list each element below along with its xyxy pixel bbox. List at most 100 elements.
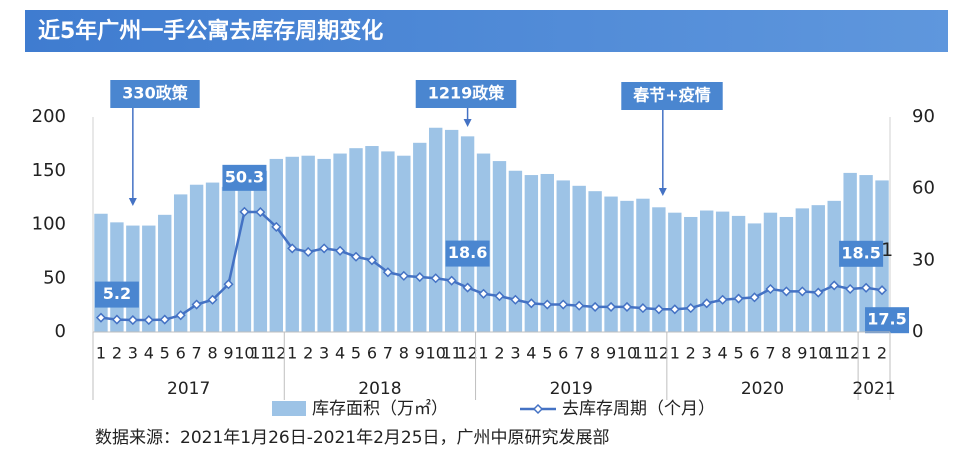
marker xyxy=(669,304,680,315)
bar xyxy=(333,153,347,332)
x-tick-label: 12 xyxy=(266,344,286,363)
source: 数据来源：2021年1月26日-2021年2月25日，广州中原研究发展部 xyxy=(95,428,610,448)
arrow-head xyxy=(463,119,472,127)
annotation-box xyxy=(621,82,723,110)
bar xyxy=(540,173,554,332)
x-tick-label: 6 xyxy=(558,344,568,363)
x-tick-label: 4 xyxy=(526,344,536,363)
arrow-head xyxy=(128,198,137,206)
marker xyxy=(159,314,170,325)
marker xyxy=(414,271,425,283)
year-label: 2021 xyxy=(852,379,895,399)
x-tick-label: 2 xyxy=(877,344,887,363)
bar xyxy=(460,136,475,332)
x-tick-label: 10 xyxy=(808,344,828,363)
marker xyxy=(127,314,138,326)
marker xyxy=(430,273,441,284)
x-tick-label: 11 xyxy=(824,344,844,363)
x-tick-label: 1 xyxy=(861,344,871,363)
marker xyxy=(111,314,122,325)
bar xyxy=(253,170,268,332)
x-tick-label: 12 xyxy=(649,344,669,363)
x-tick-label: 9 xyxy=(223,344,233,363)
bar xyxy=(349,148,363,332)
marker xyxy=(462,282,473,293)
x-tick-label: 8 xyxy=(207,344,217,363)
y-tick-label: 150 xyxy=(32,160,66,181)
legend-marker xyxy=(532,403,544,415)
x-tick-label: 4 xyxy=(144,344,154,363)
marker xyxy=(223,279,234,290)
marker xyxy=(382,267,393,278)
marker xyxy=(605,301,617,312)
bar xyxy=(413,142,427,332)
x-tick-label: 8 xyxy=(590,344,600,363)
y-tick-label: 200 xyxy=(32,106,66,127)
bar xyxy=(397,155,411,332)
marker xyxy=(765,283,776,295)
marker xyxy=(781,286,792,297)
x-tick-label: 9 xyxy=(797,344,807,363)
x-tick-label: 11 xyxy=(633,344,653,363)
bar xyxy=(205,182,220,332)
x-tick-label: 6 xyxy=(367,344,377,363)
marker xyxy=(95,312,107,323)
x-tick-label: 4 xyxy=(718,344,728,363)
bar xyxy=(779,216,794,332)
x-tick-label: 5 xyxy=(542,344,552,363)
year-label: 2020 xyxy=(741,379,784,399)
bar xyxy=(173,194,188,332)
bar xyxy=(365,146,379,332)
chart-title: 近5年广州一手公寓去库存周期变化 xyxy=(38,18,383,44)
bar xyxy=(699,210,714,332)
legend-swatch xyxy=(272,401,306,416)
bar xyxy=(604,196,618,332)
bar xyxy=(668,212,682,332)
bar xyxy=(572,185,586,332)
x-tick-label: 7 xyxy=(765,344,775,363)
marker xyxy=(446,275,457,286)
x-tick-label: 5 xyxy=(733,344,743,363)
x-tick-label: 6 xyxy=(749,344,759,363)
annotation: 1219政策 xyxy=(428,84,506,103)
marker xyxy=(303,246,314,258)
x-tick-label: 3 xyxy=(702,344,712,363)
marker xyxy=(239,206,250,217)
year-label: 2017 xyxy=(167,379,210,399)
x-tick-label: 2 xyxy=(112,344,122,363)
data-label-box xyxy=(445,240,490,267)
bar xyxy=(827,200,841,332)
x-tick-label: 6 xyxy=(176,344,186,363)
arrow-head xyxy=(658,188,667,196)
marker xyxy=(207,294,218,305)
marker xyxy=(813,287,824,298)
bar xyxy=(747,223,762,332)
x-tick-label: 3 xyxy=(510,344,520,363)
bar xyxy=(811,205,825,332)
marker xyxy=(845,283,856,295)
annotation: 春节+疫情 xyxy=(632,86,710,105)
x-tick-label: 3 xyxy=(319,344,329,363)
bar xyxy=(269,158,284,332)
data-label-box xyxy=(865,307,910,334)
x-tick-label: 1 xyxy=(96,344,106,363)
annotation-box xyxy=(110,80,200,108)
x-tick-label: 2 xyxy=(494,344,504,363)
x-tick-label: 9 xyxy=(606,344,616,363)
x-tick-label: 4 xyxy=(335,344,345,363)
bar xyxy=(492,161,507,332)
legend-label: 去库存周期（个月） xyxy=(562,399,715,419)
x-tick-label: 10 xyxy=(234,344,254,363)
x-tick-label: 5 xyxy=(351,344,361,363)
y-tick-label: 0 xyxy=(55,321,66,342)
bar xyxy=(381,151,395,332)
bar xyxy=(731,215,746,332)
bar xyxy=(301,155,315,332)
year-label: 2019 xyxy=(550,379,593,399)
bar xyxy=(556,180,570,332)
marker xyxy=(590,301,601,312)
marker xyxy=(685,303,696,314)
bar xyxy=(636,198,650,332)
marker xyxy=(621,301,633,312)
